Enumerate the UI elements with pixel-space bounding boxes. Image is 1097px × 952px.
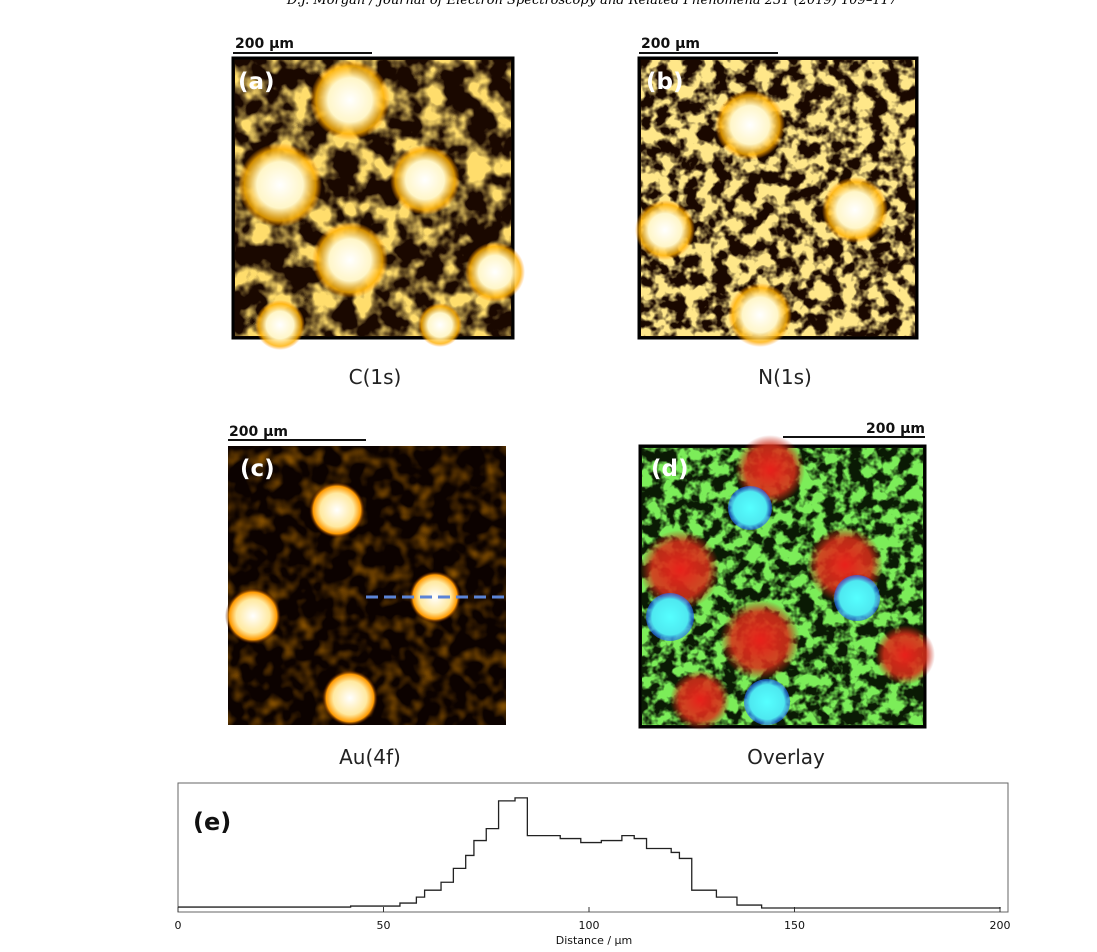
x-axis-label: Distance / µm	[556, 934, 633, 947]
image-panel-c	[225, 439, 506, 726]
image-panel-a	[231, 52, 525, 350]
plot-frame	[177, 782, 1009, 913]
scale-bar-label: 200 µm	[866, 421, 925, 437]
x-tick-label: 150	[784, 919, 805, 932]
x-tick-label: 200	[990, 919, 1011, 932]
panel-label: (b)	[646, 69, 684, 95]
panel-label: (e)	[193, 808, 231, 836]
profile-line	[178, 797, 1001, 909]
panel-caption: Overlay	[747, 745, 825, 769]
panel-label: (c)	[240, 456, 275, 482]
scale-bar-label: 200 µm	[229, 424, 288, 440]
panel-caption: Au(4f)	[339, 745, 401, 769]
panel-caption: N(1s)	[758, 365, 812, 389]
panel-label: (a)	[238, 69, 275, 95]
x-tick-label: 100	[579, 919, 600, 932]
x-tick-label: 50	[377, 919, 391, 932]
panel-label: (d)	[651, 456, 689, 482]
x-tick-label: 0	[175, 919, 182, 932]
scale-bar-label: 200 µm	[235, 36, 294, 52]
panel-caption: C(1s)	[349, 365, 402, 389]
image-panel-d	[638, 435, 935, 730]
scale-bar-label: 200 µm	[641, 36, 700, 52]
running-header: D.J. Morgan / Journal of Electron Spectr…	[286, 0, 898, 8]
image-panel-b	[635, 52, 919, 347]
